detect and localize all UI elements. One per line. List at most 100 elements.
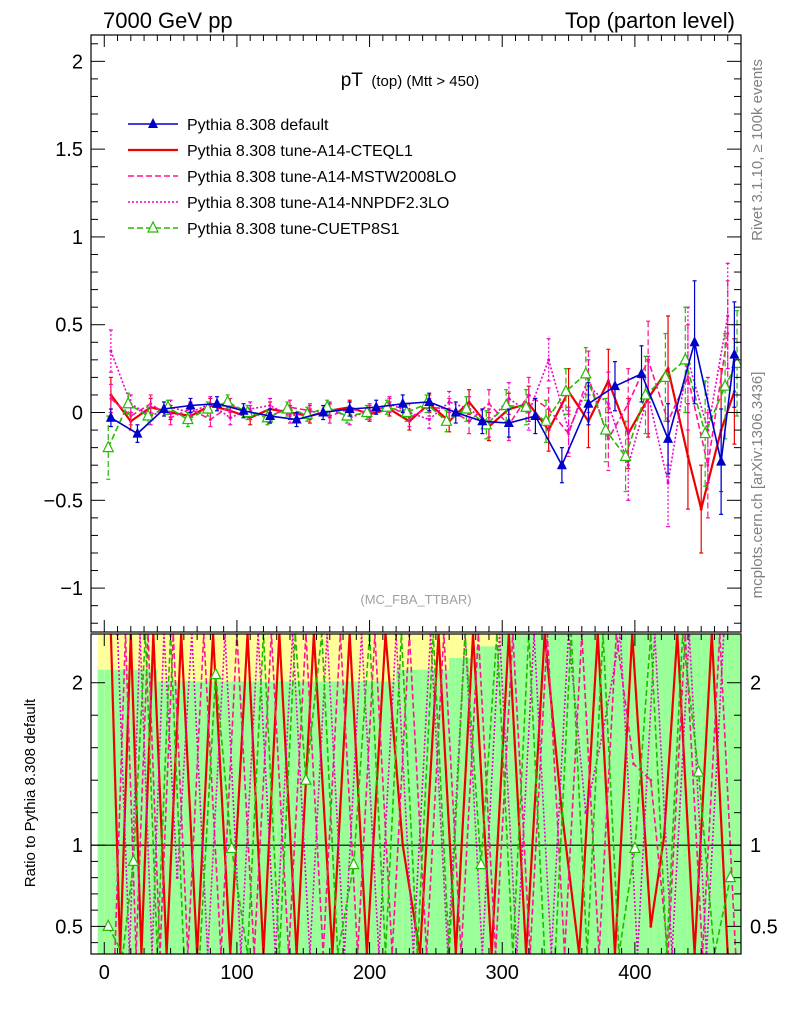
ratio-band-inner xyxy=(256,681,264,954)
data-point xyxy=(663,432,674,443)
data-point xyxy=(646,358,650,362)
legend-label: Pythia 8.308 tune-A14-NNPDF2.3LO xyxy=(187,195,449,212)
data-point xyxy=(666,481,670,485)
ratio-band-inner xyxy=(203,681,211,954)
data-point xyxy=(288,414,292,418)
data-point xyxy=(149,402,153,406)
data-point xyxy=(679,352,692,365)
data-point xyxy=(318,406,329,417)
ratio-band-inner xyxy=(548,634,556,954)
ratio-band-inner xyxy=(382,681,390,954)
data-point xyxy=(238,404,249,415)
ratio-point xyxy=(628,841,641,854)
ratio-point xyxy=(649,778,653,782)
ratio-band-inner xyxy=(163,681,171,954)
data-point xyxy=(503,417,514,428)
data-point xyxy=(689,336,700,347)
data-point xyxy=(400,405,413,418)
data-point xyxy=(424,395,435,406)
ratio-band-inner xyxy=(117,669,125,954)
ratio-band-inner xyxy=(369,681,377,954)
ratio-point xyxy=(584,811,588,815)
data-point xyxy=(599,422,612,435)
ratio-band-inner xyxy=(668,634,675,954)
data-point xyxy=(626,402,630,406)
ratio-series-line xyxy=(107,634,732,954)
main-plot-panel: −1 −0.5 0 0.5 1 1.5 2 pT (top) (Mtt > 450) (MC… xyxy=(44,34,742,633)
data-point xyxy=(719,378,732,391)
ratio-band-inner xyxy=(349,681,357,954)
series-0 xyxy=(105,280,740,515)
ratio-band-inner xyxy=(309,681,317,954)
ratio-band-inner xyxy=(243,681,251,954)
ratio-band-inner xyxy=(137,669,145,954)
ratio-band-inner xyxy=(701,634,708,954)
y-tick-label: 1.5 xyxy=(55,139,83,161)
ratio-band-inner xyxy=(104,669,111,954)
legend-entry: Pythia 8.308 tune-A14-MSTW2008LO xyxy=(128,169,456,186)
ratio-band-inner xyxy=(343,681,350,954)
data-point xyxy=(559,384,572,397)
ratio-band-inner xyxy=(263,681,271,954)
ratio-band-inner xyxy=(601,634,609,954)
data-point xyxy=(556,459,567,470)
data-point xyxy=(450,406,461,417)
series-line xyxy=(110,365,736,510)
legend: Pythia 8.308 default Pythia 8.308 tune-A1… xyxy=(128,117,456,238)
y-tick-label: −0.5 xyxy=(44,490,83,512)
data-point xyxy=(699,507,703,511)
data-point xyxy=(639,387,652,400)
ratio-band-inner xyxy=(376,681,383,954)
legend-label: Pythia 8.308 tune-A14-MSTW2008LO xyxy=(187,169,456,186)
x-tick-label: 0 xyxy=(99,962,110,984)
data-point xyxy=(169,416,173,420)
data-point xyxy=(460,401,473,414)
data-point xyxy=(109,396,113,400)
rivet-version-label: Rivet 3.1.10, ≥ 100k events xyxy=(749,59,766,241)
ratio-band-inner xyxy=(97,669,105,954)
main-plot-frame xyxy=(90,34,742,633)
data-point xyxy=(579,366,592,379)
ratio-band-inner xyxy=(270,681,277,954)
x-tick-label: 100 xyxy=(220,962,253,984)
ratio-point xyxy=(102,919,115,931)
series-1 xyxy=(108,315,737,554)
ratio-band-inner xyxy=(628,634,635,954)
series-line xyxy=(110,315,729,483)
ratio-plot-panel: 0 100 200 300 400 0.5 0.5 1 1 2 2 Ratio to Pythia … xyxy=(22,633,778,984)
ratio-band-inner xyxy=(236,681,244,954)
ratio-y-tick-label-right: 0.5 xyxy=(750,916,778,938)
ratio-point xyxy=(175,876,179,880)
ratio-band-inner xyxy=(449,658,456,954)
data-point xyxy=(281,401,294,414)
x-tick-label: 400 xyxy=(618,962,651,984)
ratio-series-line xyxy=(116,634,725,954)
ratio-band-inner xyxy=(561,634,569,954)
ratio-band-inner xyxy=(303,681,310,954)
ratio-band-inner xyxy=(734,634,741,954)
ratio-band-inner xyxy=(422,669,430,954)
plot-title: pT (top) (Mtt > 450) xyxy=(341,70,480,91)
data-point xyxy=(726,314,730,318)
data-point xyxy=(619,449,632,462)
ratio-band-inner xyxy=(223,681,231,954)
y-tick-label: 0 xyxy=(72,403,83,425)
legend-label: Pythia 8.308 default xyxy=(187,117,329,134)
plot-title-main: pT xyxy=(341,70,364,91)
data-point xyxy=(547,407,551,411)
legend-marker xyxy=(147,220,159,233)
ratio-band-inner xyxy=(714,634,722,954)
data-point xyxy=(427,418,431,422)
data-point xyxy=(291,413,302,424)
ratio-band-inner xyxy=(654,634,662,954)
header-right: Top (parton level) xyxy=(565,8,735,33)
data-point xyxy=(221,394,234,407)
x-tick-label: 200 xyxy=(353,962,386,984)
ratio-band-inner xyxy=(721,634,728,954)
legend-label: Pythia 8.308 tune-A14-CTEQL1 xyxy=(187,143,413,160)
ratio-point xyxy=(225,841,238,854)
data-point xyxy=(228,416,232,420)
ratio-band-inner xyxy=(581,634,589,954)
ratio-band-inner xyxy=(515,634,523,954)
